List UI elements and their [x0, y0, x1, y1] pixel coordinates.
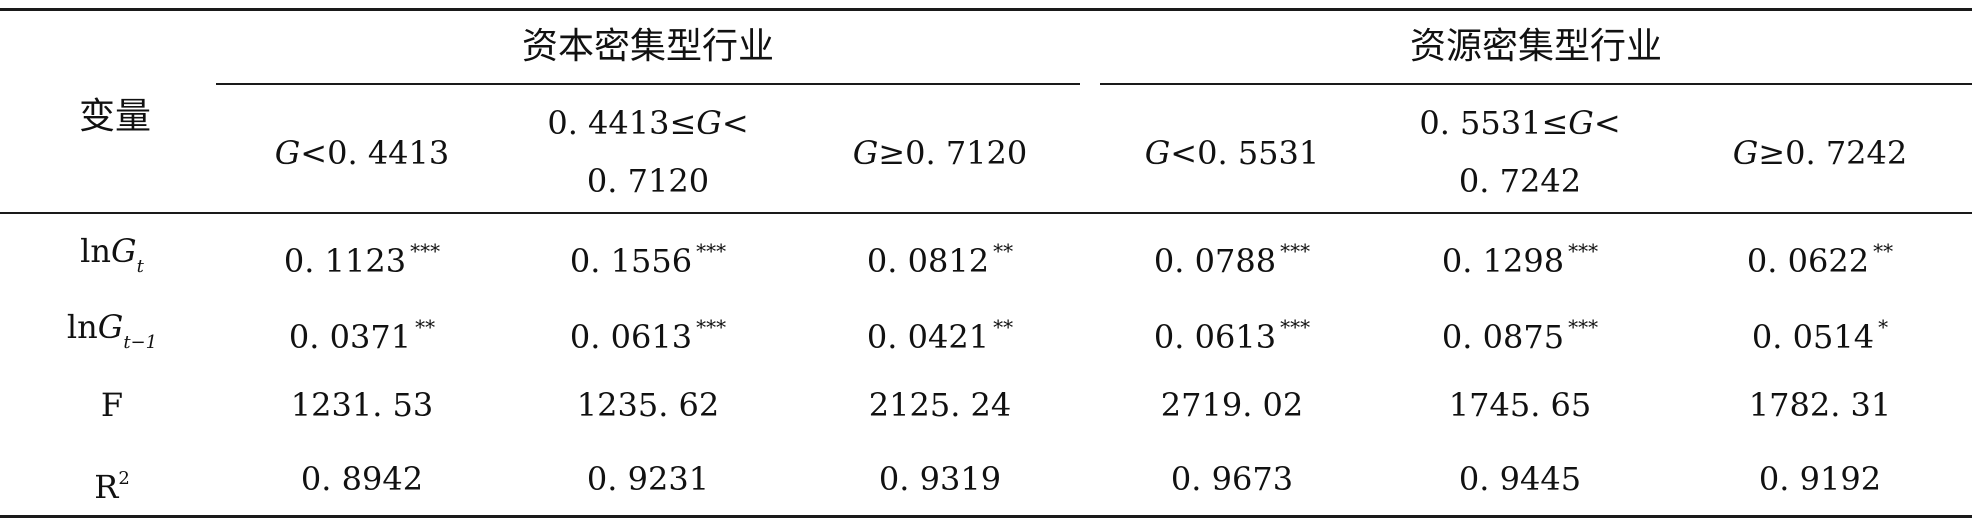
row-label-3: F — [100, 386, 124, 424]
cell-value: 0. 9445 — [1458, 460, 1582, 498]
significance-stars: * — [1878, 315, 1889, 339]
table-cell-r2-c2: 0. 0613 *** — [508, 308, 788, 356]
column-header-1: G<0. 4413 — [274, 134, 450, 172]
cell-value: 0. 1556 — [569, 242, 693, 280]
cell-value: 0. 0788 — [1153, 242, 1277, 280]
cell-value: 0. 1123 — [283, 242, 407, 280]
table-cell-r3-c6: 1782. 31 — [1680, 386, 1960, 424]
table-cell-r1-c4: 0. 0788 *** — [1092, 232, 1372, 280]
cell-value: 1782. 31 — [1748, 386, 1892, 424]
row-header-label: 变量 — [78, 96, 151, 137]
significance-stars: *** — [1280, 315, 1311, 339]
table-cell-r4-c5: 0. 9445 — [1380, 460, 1660, 498]
column-header-5-line2: 0. 7242 — [1458, 162, 1582, 200]
column-header-3: G≥0. 7120 — [852, 134, 1028, 172]
significance-stars: ** — [993, 315, 1014, 339]
table-cell-r4-c6: 0. 9192 — [1680, 460, 1960, 498]
cell-value: 0. 1298 — [1441, 242, 1565, 280]
cell-value: 0. 9673 — [1170, 460, 1294, 498]
table-cell-r4-c3: 0. 9319 — [800, 460, 1080, 498]
table-cell-r1-c2: 0. 1556 *** — [508, 232, 788, 280]
table-cell-r2-c3: 0. 0421 ** — [800, 308, 1080, 356]
cell-value: 0. 0613 — [569, 318, 693, 356]
significance-stars: ** — [1873, 239, 1894, 263]
cell-value: 1231. 53 — [290, 386, 434, 424]
cell-value: 0. 9192 — [1758, 460, 1882, 498]
cell-value: 0. 0622 — [1746, 242, 1870, 280]
cell-value: 0. 0371 — [288, 318, 412, 356]
cell-value: 0. 0812 — [866, 242, 990, 280]
significance-stars: ** — [415, 315, 436, 339]
table-cell-r2-c5: 0. 0875 *** — [1380, 308, 1660, 356]
cell-value: 1235. 62 — [576, 386, 720, 424]
significance-stars: *** — [696, 315, 727, 339]
table-cell-r3-c3: 2125. 24 — [800, 386, 1080, 424]
bottom-rule — [0, 515, 1972, 518]
group-title-resource: 资源密集型行业 — [1409, 26, 1662, 67]
top-rule — [0, 8, 1972, 11]
group-underline-resource — [1100, 83, 1972, 85]
column-header-6: G≥0. 7242 — [1732, 134, 1908, 172]
significance-stars: *** — [1280, 239, 1311, 263]
table-cell-r3-c5: 1745. 65 — [1380, 386, 1660, 424]
cell-value: 0. 0421 — [866, 318, 990, 356]
cell-value: 0. 0514 — [1751, 318, 1875, 356]
group-underline-capital — [216, 83, 1080, 85]
table-cell-r1-c1: 0. 1123 *** — [222, 232, 502, 280]
column-header-2-line1: 0. 4413≤G< — [547, 104, 749, 142]
cell-value: 0. 9231 — [586, 460, 710, 498]
column-header-4: G<0. 5531 — [1144, 134, 1320, 172]
significance-stars: *** — [1568, 315, 1599, 339]
cell-value: 1745. 65 — [1448, 386, 1592, 424]
significance-stars: ** — [993, 239, 1014, 263]
table-cell-r1-c6: 0. 0622 ** — [1680, 232, 1960, 280]
column-header-2-line2: 0. 7120 — [586, 162, 710, 200]
group-title-capital: 资本密集型行业 — [521, 26, 774, 67]
table-cell-r1-c3: 0. 0812 ** — [800, 232, 1080, 280]
significance-stars: *** — [410, 239, 441, 263]
table-cell-r3-c2: 1235. 62 — [508, 386, 788, 424]
cell-value: 0. 8942 — [300, 460, 424, 498]
table-cell-r4-c4: 0. 9673 — [1092, 460, 1372, 498]
cell-value: 0. 0875 — [1441, 318, 1565, 356]
cell-value: 0. 9319 — [878, 460, 1002, 498]
table-cell-r2-c1: 0. 0371 ** — [222, 308, 502, 356]
table-cell-r4-c2: 0. 9231 — [508, 460, 788, 498]
table-cell-r3-c1: 1231. 53 — [222, 386, 502, 424]
column-header-5-line1: 0. 5531≤G< — [1419, 104, 1621, 142]
row-label-4: R2 — [94, 468, 130, 506]
table-cell-r1-c5: 0. 1298 *** — [1380, 232, 1660, 280]
row-label-2: lnGt−1 — [66, 308, 158, 353]
table-cell-r2-c6: 0. 0514 * — [1680, 308, 1960, 356]
cell-value: 0. 0613 — [1153, 318, 1277, 356]
header-bottom-rule — [0, 212, 1972, 214]
table-cell-r2-c4: 0. 0613 *** — [1092, 308, 1372, 356]
row-label-1: lnGt — [80, 232, 144, 277]
significance-stars: *** — [1568, 239, 1599, 263]
significance-stars: *** — [696, 239, 727, 263]
cell-value: 2125. 24 — [868, 386, 1012, 424]
table-cell-r3-c4: 2719. 02 — [1092, 386, 1372, 424]
cell-value: 2719. 02 — [1160, 386, 1304, 424]
table-cell-r4-c1: 0. 8942 — [222, 460, 502, 498]
